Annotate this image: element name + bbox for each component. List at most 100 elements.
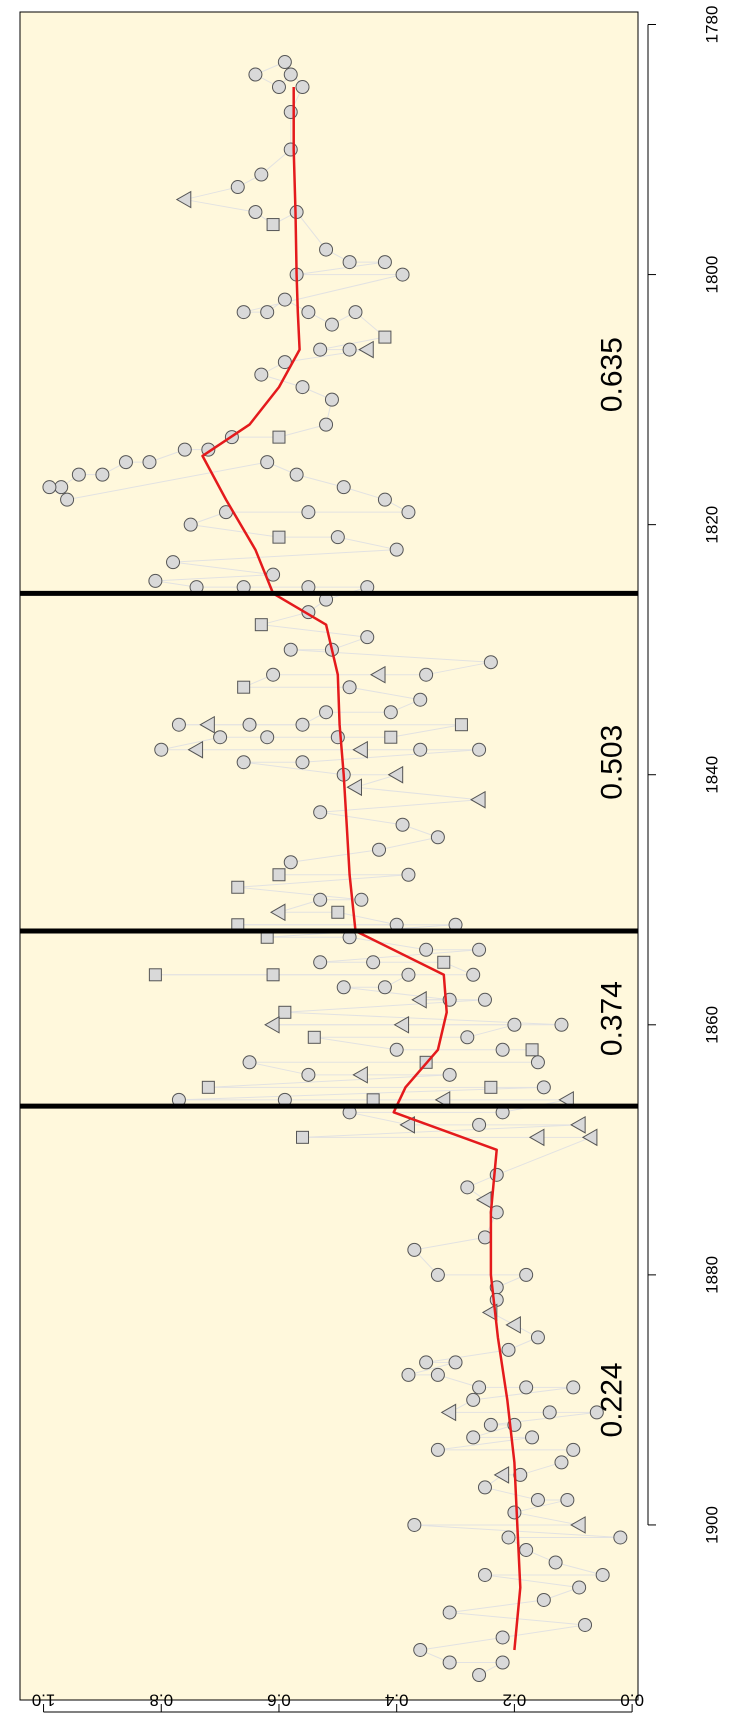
data-point-circle bbox=[460, 1180, 475, 1195]
data-point-circle bbox=[360, 630, 375, 645]
data-point-circle bbox=[519, 1267, 534, 1282]
data-point-circle bbox=[430, 1442, 445, 1457]
data-point-circle bbox=[495, 1630, 510, 1645]
data-point-circle bbox=[495, 1042, 510, 1057]
x-tick-label: 1840 bbox=[703, 756, 722, 794]
data-point-square bbox=[272, 868, 286, 882]
segment-labels: 0.635 0.503 0.374 0.224 bbox=[596, 337, 629, 1437]
y-tick-label: 1.0 bbox=[32, 1691, 56, 1710]
data-point-triangle bbox=[570, 1516, 586, 1534]
data-point-square bbox=[272, 530, 286, 544]
data-point-triangle bbox=[352, 1065, 368, 1084]
data-point-circle bbox=[283, 67, 298, 82]
connection-line bbox=[237, 886, 362, 901]
connection-line bbox=[437, 1374, 480, 1388]
data-point-circle bbox=[366, 955, 381, 970]
data-point-circle bbox=[166, 555, 181, 570]
data-point-circle bbox=[419, 667, 434, 682]
connection-line bbox=[155, 574, 274, 582]
data-point-circle bbox=[230, 180, 245, 195]
connection-line bbox=[190, 524, 280, 538]
data-point-circle bbox=[466, 967, 481, 982]
connection-line bbox=[349, 1111, 409, 1126]
data-point-triangle bbox=[269, 903, 286, 922]
connection-line bbox=[173, 549, 397, 563]
y-tick-label: 0.6 bbox=[267, 1691, 291, 1710]
y-tick-label: 0.2 bbox=[503, 1691, 527, 1710]
data-point-triangle bbox=[411, 990, 427, 1009]
data-point-circle bbox=[477, 1230, 492, 1245]
connection-line bbox=[414, 1236, 486, 1251]
connection-line bbox=[449, 1599, 544, 1613]
data-point-circle bbox=[260, 455, 275, 470]
connection-line bbox=[302, 1124, 580, 1138]
data-point-circle bbox=[401, 867, 416, 882]
data-point-circle bbox=[536, 1592, 551, 1607]
data-point-square bbox=[266, 968, 280, 982]
connection-line bbox=[408, 1361, 456, 1376]
data-point-circle bbox=[548, 1555, 563, 1570]
data-point-triangle bbox=[199, 715, 215, 734]
data-point-triangle bbox=[187, 740, 204, 759]
connection-line bbox=[296, 474, 344, 488]
data-point-circle bbox=[377, 255, 392, 270]
data-point-circle bbox=[283, 105, 298, 120]
data-point-circle bbox=[389, 542, 404, 557]
data-point-square bbox=[484, 1080, 498, 1094]
data-point-circle bbox=[54, 480, 69, 495]
data-point-circle bbox=[71, 467, 86, 482]
breakpoint-lines bbox=[20, 590, 638, 1109]
data-point-triangle bbox=[393, 1015, 410, 1034]
data-point-circle bbox=[254, 367, 269, 382]
data-point-circle bbox=[466, 1392, 481, 1407]
data-point-circle bbox=[401, 1367, 416, 1382]
data-point-circle bbox=[530, 1055, 545, 1070]
data-point-triangle bbox=[387, 765, 404, 784]
data-point-circle bbox=[395, 817, 410, 832]
segment-label: 0.503 bbox=[596, 725, 629, 800]
connection-line bbox=[555, 1561, 603, 1576]
connection-line bbox=[261, 611, 309, 626]
data-point-circle bbox=[530, 1492, 545, 1507]
data-point-circle bbox=[330, 730, 345, 745]
connection-line bbox=[420, 1636, 503, 1651]
data-point-square bbox=[266, 218, 280, 232]
data-point-circle bbox=[336, 480, 351, 495]
segment-label: 0.224 bbox=[596, 1362, 629, 1437]
data-point-circle bbox=[613, 1530, 628, 1545]
data-point-circle bbox=[442, 1655, 457, 1670]
connection-line bbox=[296, 211, 327, 250]
data-point-circle bbox=[313, 805, 328, 820]
y-tick-label: 0.8 bbox=[149, 1691, 173, 1710]
connection-line bbox=[337, 536, 397, 551]
data-point-square bbox=[296, 1130, 310, 1144]
connection-line bbox=[320, 949, 480, 963]
connection-line bbox=[484, 1574, 580, 1588]
data-point-circle bbox=[271, 80, 286, 95]
data-point-circle bbox=[401, 505, 416, 520]
data-point-triangle bbox=[581, 1128, 598, 1147]
data-point-circle bbox=[377, 980, 392, 995]
connection-line bbox=[184, 186, 238, 201]
data-point-circle bbox=[289, 467, 304, 482]
data-point-circle bbox=[554, 1017, 569, 1032]
connection-line bbox=[237, 874, 409, 888]
y-axis: 0.0 0.2 0.4 0.6 0.8 1.0 bbox=[32, 1691, 644, 1713]
data-point-circle bbox=[395, 267, 410, 282]
data-point-circle bbox=[554, 1455, 569, 1470]
data-point-circle bbox=[295, 80, 310, 95]
data-point-circle bbox=[330, 530, 345, 545]
smooth-line-group bbox=[201, 87, 522, 1651]
data-points bbox=[42, 55, 628, 1682]
data-point-circle bbox=[213, 730, 228, 745]
data-point-circle bbox=[519, 1380, 534, 1395]
data-point-circle bbox=[177, 442, 192, 457]
data-point-circle bbox=[342, 342, 357, 357]
data-point-triangle bbox=[481, 1303, 498, 1322]
data-point-circle bbox=[342, 680, 357, 695]
data-point-circle bbox=[536, 1080, 551, 1095]
data-point-circle bbox=[60, 492, 75, 507]
data-point-circle bbox=[319, 417, 334, 432]
data-point-circle bbox=[472, 1117, 487, 1132]
data-point-square bbox=[454, 718, 468, 732]
